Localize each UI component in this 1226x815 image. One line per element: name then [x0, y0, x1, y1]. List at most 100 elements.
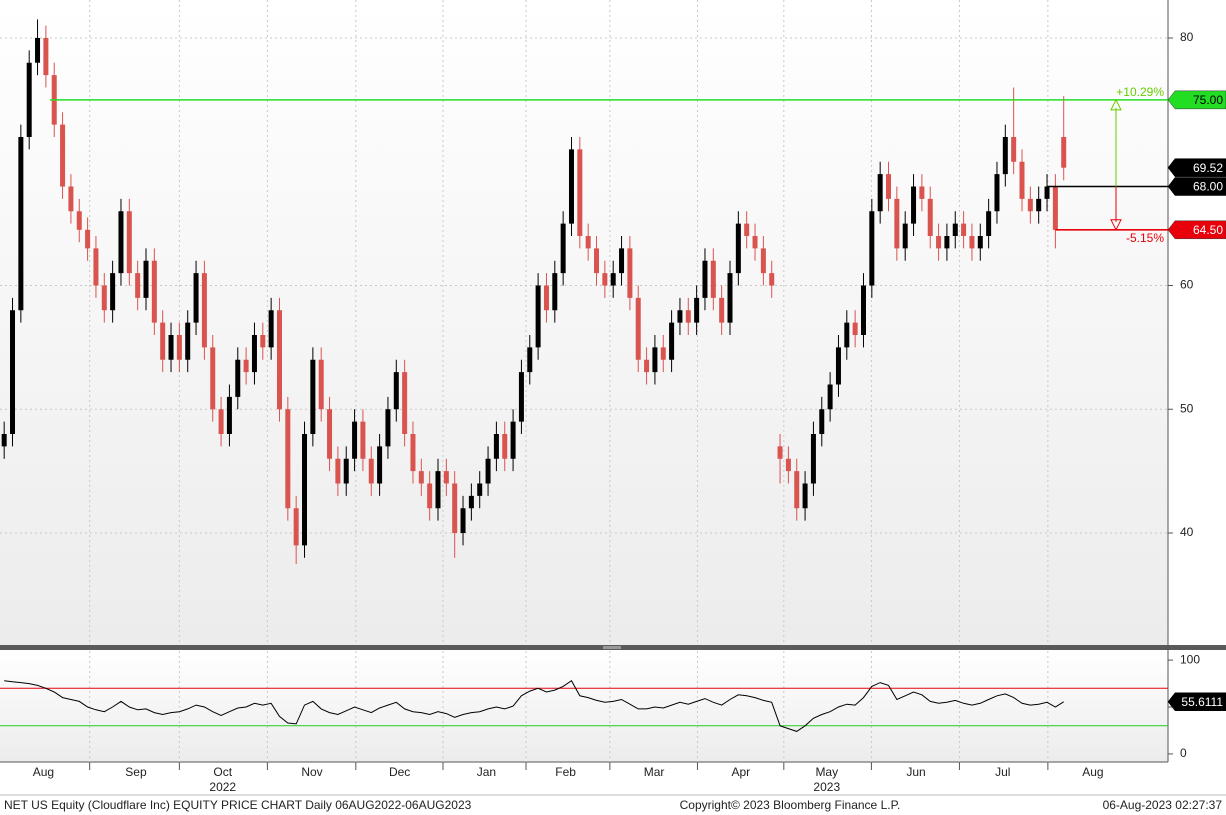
candle-body: [886, 174, 892, 199]
candle-body: [410, 434, 416, 472]
candle-body: [752, 235, 758, 249]
plot-layer: Aug Sep Oct Nov Dec Jan Feb Mar Apr May Jun Jul Aug 2…: [0, 0, 1226, 794]
candle-body: [185, 322, 191, 360]
candle-body: [1, 434, 7, 447]
arrow-head-down: [1110, 219, 1122, 231]
candle-body: [669, 322, 675, 360]
candle-body: [335, 458, 341, 484]
candle-body: [568, 149, 574, 224]
candle-body: [151, 260, 157, 323]
candle-body: [235, 359, 241, 397]
candle-body: [160, 322, 166, 360]
candle-body: [193, 273, 199, 323]
candle-body: [268, 310, 274, 348]
candle-body: [1019, 161, 1025, 199]
x-tick-label: Jun: [906, 765, 925, 779]
candle-body: [952, 223, 958, 236]
x-tick-label: Feb: [555, 765, 576, 779]
candle-body: [201, 273, 207, 348]
candle-body: [535, 285, 541, 348]
candle-body: [911, 186, 917, 224]
candle-body: [961, 223, 967, 236]
candle-body: [327, 409, 333, 459]
candle-body: [293, 508, 299, 546]
candle-body: [719, 297, 725, 323]
candle-body: [360, 421, 366, 459]
candle-body: [919, 186, 925, 199]
level-label: 68.00: [1193, 180, 1223, 194]
candle-body: [452, 483, 458, 534]
x-tick-label: Dec: [389, 765, 410, 779]
candle-body: [110, 273, 116, 311]
level-label: 75.00: [1193, 93, 1223, 107]
x-tick-label: Nov: [301, 765, 322, 779]
x-tick-label: Sep: [125, 765, 147, 779]
candle-body: [393, 372, 399, 410]
candle-body: [552, 273, 558, 311]
candle-body: [443, 471, 449, 484]
candle-body: [769, 273, 775, 286]
level-label-box: [1167, 90, 1226, 110]
last-value-label: 55.6111: [1181, 695, 1223, 709]
candle-body: [660, 347, 666, 360]
candle-body: [493, 434, 499, 459]
candle-body: [977, 235, 983, 249]
y-tick-label: 100: [1180, 652, 1200, 666]
candle-body: [969, 235, 975, 249]
candle-body: [35, 37, 41, 63]
candle-body: [251, 334, 257, 373]
price-panel: [0, 0, 1168, 645]
candle-body: [118, 211, 124, 274]
change-label: +10.29%: [1116, 85, 1164, 99]
candle-body: [18, 136, 24, 311]
level-label: 64.50: [1193, 223, 1223, 237]
candle-body: [944, 235, 950, 249]
y-tick-label: 0: [1180, 746, 1187, 760]
candle-body: [835, 347, 841, 385]
candle-body: [777, 446, 783, 459]
candle-body: [310, 359, 316, 435]
candle-body: [819, 409, 825, 435]
x-tick-label: Aug: [1082, 765, 1103, 779]
candle-body: [510, 421, 516, 459]
candle-body: [677, 310, 683, 323]
divider-handle: [603, 646, 621, 649]
candle-body: [936, 235, 942, 249]
candle-body: [1044, 186, 1050, 199]
last-value-label-box: [1167, 692, 1226, 712]
candle-body: [352, 421, 358, 459]
level-label-box: [1167, 177, 1226, 196]
candle-body: [602, 273, 608, 286]
candle-body: [418, 471, 424, 484]
x-tick-label: Mar: [644, 765, 665, 779]
candle-body: [518, 372, 524, 422]
candle-body: [527, 347, 533, 373]
rsi-panel: [0, 651, 1168, 762]
candle-body: [744, 223, 750, 236]
candle-body: [26, 62, 32, 137]
candle-body: [385, 409, 391, 447]
x-tick-label: Oct: [213, 765, 232, 779]
candle-body: [785, 458, 791, 472]
candle-body: [343, 458, 349, 484]
candle-body: [402, 372, 408, 435]
candle-body: [1052, 186, 1058, 230]
candle-body: [176, 334, 182, 360]
x-tick-label: Aug: [33, 765, 54, 779]
candle-body: [243, 359, 249, 373]
candle-body: [844, 322, 850, 348]
candle-body: [1002, 136, 1008, 175]
candle-body: [702, 260, 708, 298]
candle-body: [577, 149, 583, 236]
candle-body: [1036, 198, 1042, 212]
candle-body: [68, 186, 74, 212]
candle-body: [710, 260, 716, 298]
candle-body: [276, 310, 282, 410]
y-tick-label: 60: [1180, 278, 1194, 292]
candle-body: [810, 434, 816, 484]
candle-body: [93, 248, 99, 286]
candle-body: [126, 211, 132, 274]
candle-body: [869, 211, 875, 286]
candle-body: [594, 248, 600, 274]
